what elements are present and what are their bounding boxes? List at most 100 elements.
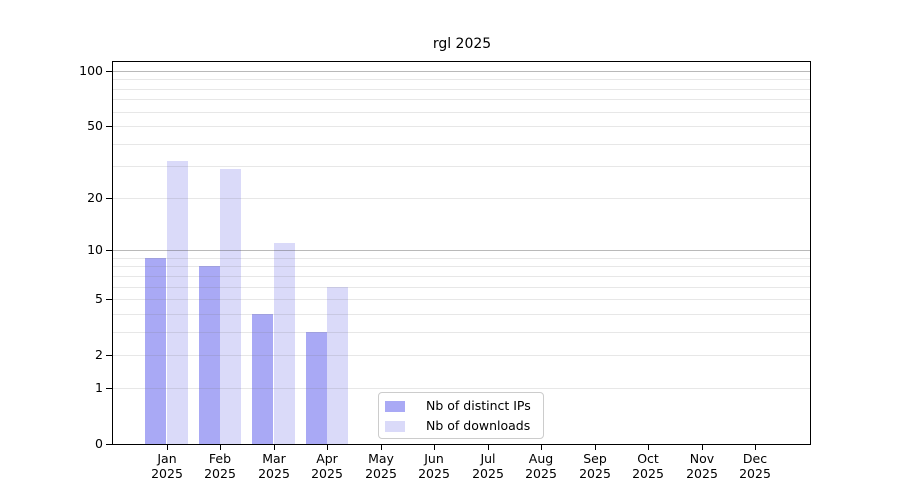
legend-swatch-distinct-ips bbox=[385, 400, 405, 412]
bar-downloads-jan bbox=[167, 161, 188, 444]
y-tick-mark-100 bbox=[106, 71, 113, 72]
x-tick-label-jun: Jun 2025 bbox=[407, 451, 461, 481]
x-tick-mark-jul bbox=[488, 445, 489, 450]
x-tick-month: Jan bbox=[157, 451, 177, 466]
bars-layer bbox=[113, 62, 810, 444]
x-tick-label-jul: Jul 2025 bbox=[461, 451, 515, 481]
x-tick-month: Oct bbox=[637, 451, 659, 466]
gridline-minor-90 bbox=[113, 79, 810, 80]
y-tick-mark-1 bbox=[106, 388, 113, 389]
x-tick-mark-mar bbox=[274, 445, 275, 450]
x-tick-year: 2025 bbox=[418, 465, 450, 481]
x-tick-label-aug: Aug 2025 bbox=[514, 451, 568, 481]
x-tick-month: Apr bbox=[316, 451, 338, 466]
legend-item-distinct-ips: Nb of distinct IPs bbox=[385, 396, 543, 416]
x-tick-mark-may bbox=[381, 445, 382, 450]
y-tick-label-2: 2 bbox=[95, 347, 103, 362]
gridlines-layer bbox=[113, 62, 810, 444]
x-tick-label-jan: Jan 2025 bbox=[140, 451, 194, 481]
x-tick-year: 2025 bbox=[204, 465, 236, 481]
gridline-minor-3 bbox=[113, 332, 810, 333]
x-tick-year: 2025 bbox=[472, 465, 504, 481]
x-tick-mark-apr bbox=[327, 445, 328, 450]
y-tick-mark-5 bbox=[106, 299, 113, 300]
gridline-minor-50 bbox=[113, 126, 810, 127]
x-tick-month: Mar bbox=[262, 451, 286, 466]
y-tick-mark-0 bbox=[106, 444, 113, 445]
gridline-major-100 bbox=[113, 71, 810, 72]
y-tick-mark-20 bbox=[106, 198, 113, 199]
x-tick-mark-aug bbox=[541, 445, 542, 450]
x-tick-month: May bbox=[368, 451, 394, 466]
gridline-minor-4 bbox=[113, 314, 810, 315]
gridline-minor-80 bbox=[113, 89, 810, 90]
y-tick-mark-50 bbox=[106, 126, 113, 127]
gridline-minor-9 bbox=[113, 258, 810, 259]
x-tick-label-sep: Sep 2025 bbox=[568, 451, 622, 481]
x-tick-month: Aug bbox=[528, 451, 554, 466]
x-tick-label-mar: Mar 2025 bbox=[247, 451, 301, 481]
legend-swatch-downloads bbox=[385, 420, 405, 432]
x-tick-label-may: May 2025 bbox=[354, 451, 408, 481]
legend-label-distinct-ips: Nb of distinct IPs bbox=[426, 398, 531, 413]
bar-distinct-ips-jan bbox=[145, 258, 166, 444]
gridline-minor-2 bbox=[113, 355, 810, 356]
gridline-minor-1 bbox=[113, 388, 810, 389]
x-tick-mark-jan bbox=[167, 445, 168, 450]
x-tick-label-oct: Oct 2025 bbox=[621, 451, 675, 481]
x-tick-mark-feb bbox=[220, 445, 221, 450]
gridline-minor-5 bbox=[113, 299, 810, 300]
y-tick-label-100: 100 bbox=[79, 63, 103, 78]
gridline-minor-20 bbox=[113, 198, 810, 199]
x-tick-year: 2025 bbox=[258, 465, 290, 481]
y-tick-label-0: 0 bbox=[95, 436, 103, 451]
bar-distinct-ips-mar bbox=[252, 314, 273, 444]
x-tick-mark-dec bbox=[755, 445, 756, 450]
bar-downloads-apr bbox=[327, 287, 348, 444]
gridline-minor-7 bbox=[113, 276, 810, 277]
bar-downloads-mar bbox=[274, 243, 295, 444]
y-tick-label-10: 10 bbox=[87, 242, 103, 257]
gridline-minor-70 bbox=[113, 99, 810, 100]
gridline-minor-30 bbox=[113, 166, 810, 167]
y-tick-label-1: 1 bbox=[95, 380, 103, 395]
x-tick-month: Jul bbox=[480, 451, 496, 466]
x-tick-year: 2025 bbox=[525, 465, 557, 481]
y-tick-label-5: 5 bbox=[95, 291, 103, 306]
x-tick-year: 2025 bbox=[365, 465, 397, 481]
gridline-minor-6 bbox=[113, 287, 810, 288]
x-tick-mark-jun bbox=[434, 445, 435, 450]
y-tick-label-20: 20 bbox=[87, 190, 103, 205]
gridline-minor-8 bbox=[113, 266, 810, 267]
y-tick-label-50: 50 bbox=[87, 118, 103, 133]
legend-label-downloads: Nb of downloads bbox=[426, 418, 531, 433]
x-tick-mark-nov bbox=[702, 445, 703, 450]
x-tick-label-feb: Feb 2025 bbox=[193, 451, 247, 481]
gridline-major-10 bbox=[113, 250, 810, 251]
x-tick-mark-oct bbox=[648, 445, 649, 450]
gridline-minor-40 bbox=[113, 144, 810, 145]
x-tick-label-nov: Nov 2025 bbox=[675, 451, 729, 481]
x-tick-month: Nov bbox=[689, 451, 715, 466]
x-tick-mark-sep bbox=[595, 445, 596, 450]
x-tick-label-dec: Dec 2025 bbox=[728, 451, 782, 481]
x-tick-year: 2025 bbox=[632, 465, 664, 481]
x-tick-month: Sep bbox=[583, 451, 607, 466]
bar-distinct-ips-apr bbox=[306, 332, 327, 444]
y-tick-mark-2 bbox=[106, 355, 113, 356]
gridline-minor-60 bbox=[113, 112, 810, 113]
y-tick-mark-10 bbox=[106, 250, 113, 251]
x-tick-year: 2025 bbox=[151, 465, 183, 481]
x-tick-year: 2025 bbox=[311, 465, 343, 481]
bar-downloads-feb bbox=[220, 169, 241, 444]
plot-area bbox=[112, 61, 811, 445]
x-tick-label-apr: Apr 2025 bbox=[300, 451, 354, 481]
x-tick-month: Jun bbox=[424, 451, 444, 466]
x-tick-year: 2025 bbox=[579, 465, 611, 481]
legend-item-downloads: Nb of downloads bbox=[385, 416, 543, 436]
x-tick-month: Dec bbox=[742, 451, 768, 466]
x-tick-month: Feb bbox=[208, 451, 232, 466]
x-tick-year: 2025 bbox=[686, 465, 718, 481]
chart-title: rgl 2025 bbox=[432, 36, 492, 52]
